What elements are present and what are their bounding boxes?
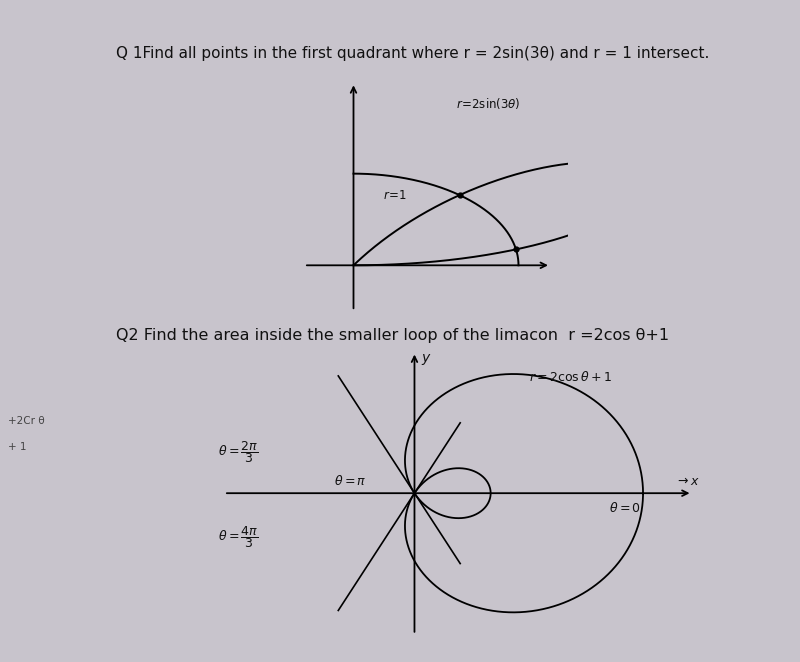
Text: $r\!=\!1$: $r\!=\!1$	[383, 189, 407, 203]
Text: $r\!=\!2\sin(3\theta)$: $r\!=\!2\sin(3\theta)$	[456, 95, 521, 111]
Text: + 1: + 1	[8, 442, 26, 452]
Text: $\theta = \dfrac{4\pi}{3}$: $\theta = \dfrac{4\pi}{3}$	[218, 524, 258, 550]
Text: $\theta = \pi$: $\theta = \pi$	[334, 474, 367, 488]
Text: Q2 Find the area inside the smaller loop of the limacon  r =2cos θ+1: Q2 Find the area inside the smaller loop…	[115, 328, 669, 343]
Text: Q 1Find all points in the first quadrant where r = 2sin(3θ) and r = 1 intersect.: Q 1Find all points in the first quadrant…	[115, 46, 709, 62]
Text: $r = 2\cos\theta + 1$: $r = 2\cos\theta + 1$	[529, 371, 612, 385]
Text: $\rightarrow x$: $\rightarrow x$	[675, 475, 700, 488]
Text: +2Cr θ: +2Cr θ	[8, 416, 45, 426]
Text: $\theta = 0$: $\theta = 0$	[609, 501, 641, 515]
Text: $\theta = \dfrac{2\pi}{3}$: $\theta = \dfrac{2\pi}{3}$	[218, 440, 258, 465]
Text: $y$: $y$	[421, 352, 431, 367]
